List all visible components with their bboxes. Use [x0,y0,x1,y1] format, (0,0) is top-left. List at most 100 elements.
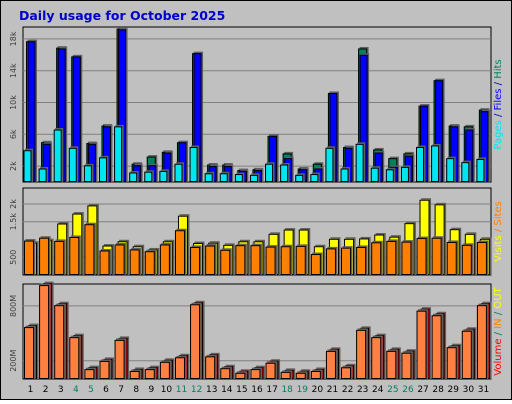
bar-sites-day-28 [431,236,444,275]
bar-pages-day-1 [23,148,33,182]
bar-volume-day-31 [476,303,489,379]
x-tick-label-day-23: 23 [357,385,368,395]
bar-sites-day-23 [356,245,368,276]
bar-pages-day-10 [159,169,169,183]
bar-volume-day-17 [265,361,278,380]
x-tick-label-day-6: 6 [103,385,109,395]
bar-sites-day-22 [341,246,353,276]
bar-sites-day-6 [99,248,111,275]
bar-sites-day-21 [325,246,338,275]
bar-pages-day-6 [98,155,109,183]
bar-pages-day-2 [38,166,49,183]
y-tick-label-volume-in-out-0: 200M [9,350,18,372]
y-tick-label-pages-files-hits-1: 6k [9,129,18,139]
bar-volume-day-29 [446,345,459,380]
bar-pages-day-25 [385,167,396,183]
bar-sites-day-31 [476,240,489,275]
x-tick-label-day-20: 20 [312,385,324,395]
bar-volume-day-9 [144,367,157,379]
x-tick-label-day-22: 22 [342,385,353,395]
bar-sites-day-5 [84,222,96,276]
bar-sites-day-9 [144,249,157,275]
panel-visits-sites: 500 1.5k 2k Visits / Sites [9,187,504,276]
legend-part-visits-sites-1: / [493,226,504,236]
legend-part-pages-files-hits-4: Hits [493,59,504,78]
bar-sites-day-29 [446,240,459,275]
bar-volume-day-6 [99,359,111,379]
bar-volume-day-26 [401,351,413,379]
bar-pages-day-11 [174,162,184,182]
bar-pages-day-22 [340,166,351,183]
bar-volume-day-12 [190,302,202,379]
x-tick-label-day-9: 9 [148,385,154,395]
bar-volume-day-30 [461,329,474,379]
bar-pages-day-4 [68,146,79,182]
x-tick-label-day-4: 4 [73,385,79,395]
bar-volume-day-7 [114,338,127,379]
bar-sites-day-10 [159,242,172,276]
bar-pages-day-5 [83,163,94,183]
bar-volume-day-20 [310,369,323,380]
x-tick-label-day-21: 21 [327,385,338,395]
x-tick-label-day-13: 13 [206,385,217,395]
bar-volume-day-14 [220,366,232,380]
legend-part-volume-in-out-2: IN [493,318,504,328]
y-tick-label-visits-sites-2: 2k [9,199,18,209]
y-tick-label-pages-files-hits-4: 18k [9,31,18,46]
legend-part-pages-files-hits-1: / [493,110,504,120]
bar-volume-day-18 [280,370,293,380]
bar-pages-day-9 [144,170,154,183]
bar-volume-day-21 [325,349,338,380]
x-tick-label-day-31: 31 [478,385,489,395]
bar-volume-day-8 [129,369,142,380]
bar-sites-day-18 [280,244,293,276]
bar-sites-day-25 [386,239,398,275]
x-tick-label-day-16: 16 [251,385,263,395]
y-tick-label-volume-in-out-1: 800M [9,295,18,317]
bar-pages-day-15 [234,172,245,183]
bar-volume-day-25 [386,349,398,380]
bar-sites-day-2 [39,236,51,275]
legend-part-visits-sites-2: Sites [493,201,504,225]
bar-pages-day-29 [446,156,456,182]
x-tick-label-day-2: 2 [43,385,49,395]
bar-sites-day-24 [371,240,383,275]
chart-title: Daily usage for October 2025 [19,8,225,23]
bar-pages-day-24 [370,166,381,182]
x-tick-label-day-18: 18 [281,385,293,395]
legend-part-volume-in-out-4: OUT [493,286,504,308]
bar-pages-day-20 [310,172,320,183]
x-tick-label-day-30: 30 [463,385,475,395]
bar-volume-day-23 [356,328,368,380]
panel-pages-files-hits: 2k 6k 10k 14k 18k Pages / Files / Hits [9,26,504,183]
bar-volume-day-3 [54,303,66,379]
legend-part-volume-in-out-0: Volume [493,339,504,376]
x-tick-label-day-19: 19 [297,385,309,395]
legend-part-pages-files-hits-3: / [493,79,504,89]
legend-part-volume-in-out-1: / [493,329,504,339]
bar-pages-day-18 [280,163,290,182]
x-tick-label-day-29: 29 [448,385,460,395]
bar-volume-day-1 [24,325,36,380]
x-tick-label-day-7: 7 [118,385,124,395]
bar-pages-day-16 [249,173,260,183]
bar-pages-day-3 [53,128,64,183]
bar-pages-day-27 [416,145,426,182]
x-tick-label-day-25: 25 [387,385,398,395]
x-tick-label-day-5: 5 [88,385,94,395]
x-tick-label-day-10: 10 [161,385,173,395]
bar-sites-day-13 [205,244,217,276]
y-tick-label-visits-sites-0: 500 [9,250,18,265]
x-tick-label-day-14: 14 [221,385,233,395]
bar-sites-day-12 [190,245,202,276]
x-tick-label-day-8: 8 [133,385,139,395]
legend-part-pages-files-hits-2: Files [493,89,504,111]
bar-volume-day-13 [205,354,217,380]
bar-pages-day-21 [325,146,335,182]
y-tick-label-visits-sites-1: 1.5k [9,213,18,231]
x-tick-label-day-17: 17 [266,385,277,395]
bar-pages-day-7 [114,124,124,182]
bar-volume-day-15 [235,371,247,379]
